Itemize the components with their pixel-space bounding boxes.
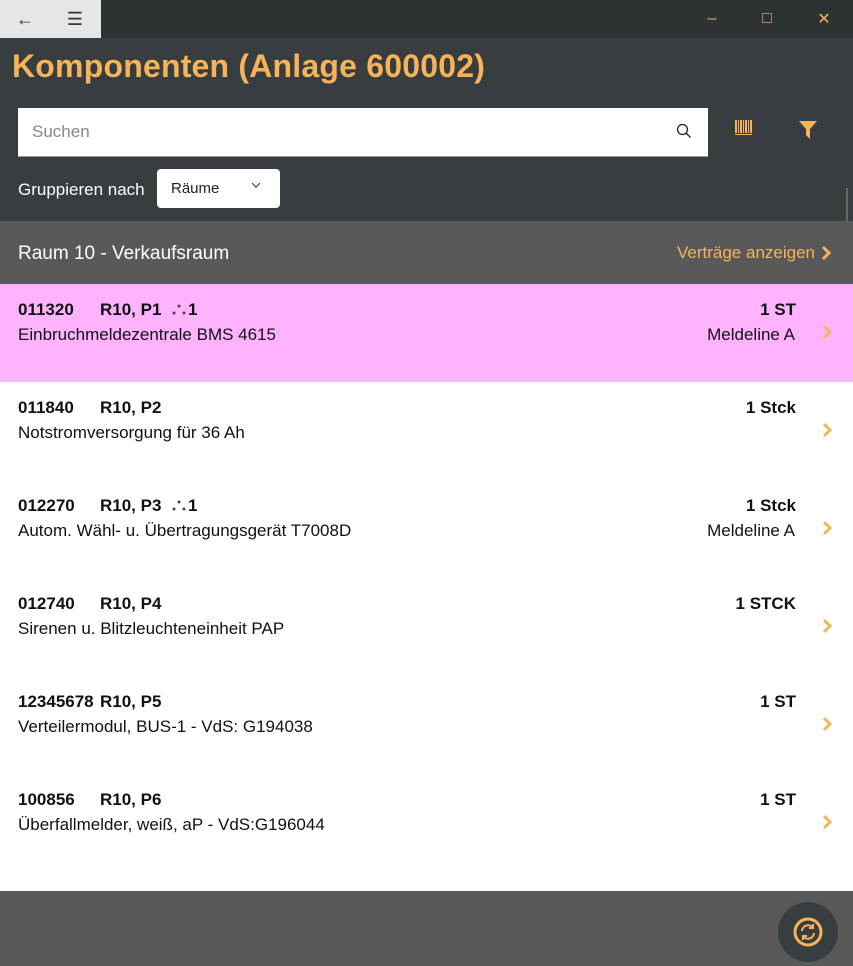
chevron-right-icon [821,245,831,261]
list-item[interactable]: 12345678 R10, P5 Verteilermodul, BUS-1 - V… [0,676,853,774]
show-contracts-label: Verträge anzeigen [677,243,815,262]
item-description: Sirenen u. Blitzleuchteneinheit PAP [18,619,285,638]
list-item[interactable]: 012740 R10, P4 Sirenen u. Blitzleuchtenein… [0,578,853,676]
list-item[interactable]: R10, P7 [0,872,853,891]
item-number: 012270 [18,496,75,515]
show-contracts-link[interactable]: Verträge anzeigen [677,243,831,263]
item-position: R10, P5 [100,692,162,711]
item-quantity: 1 ST [760,300,796,319]
list-item[interactable]: 012270 R10, P3 1 Autom. Wähl- u. Übertragun… [0,480,853,578]
item-number: 012740 [18,594,75,613]
chevron-down-icon [251,182,261,188]
group-title: Raum 10 - Verkaufsraum [18,243,230,264]
item-position: R10, P6 [100,790,162,809]
component-list: 011320 R10, P1 1 Einbruchmeldezentrale BMS … [0,284,853,891]
group-header: Raum 10 - Verkaufsraum Verträge anzeigen [0,221,853,284]
list-item[interactable]: 011320 R10, P1 1 Einbruchmeldezentrale BMS … [0,284,853,382]
item-description: Überfallmelder, weiß, aP - VdS:G196044 [18,815,325,834]
search-icon[interactable] [676,123,692,139]
barcode-icon[interactable] [735,120,752,136]
title-bar: ← ☰ – □ ✕ [0,0,853,38]
hamburger-icon: ☰ [66,8,84,29]
group-by-value: Räume [171,180,220,197]
item-position: R10, P7 [100,888,161,891]
item-number: 011320 [18,300,74,319]
search-box[interactable] [18,108,708,157]
item-description: Einbruchmeldezentrale BMS 4615 [18,325,276,344]
chevron-right-icon [822,324,833,340]
item-quantity: 1 Stck [745,496,796,515]
dots-icon [172,500,186,511]
item-line: Meldeline A [707,521,795,540]
sub-items-count: 1 [188,496,198,515]
item-number: 12345678 [18,692,94,711]
item-quantity: 1 STCK [735,594,796,613]
item-number: 100856 [18,790,75,809]
sub-items-indicator: 1 [165,496,197,516]
filter-icon[interactable] [798,120,818,140]
sync-button[interactable] [778,902,838,962]
item-quantity: 1 ST [760,790,796,809]
item-line: Meldeline A [707,325,795,344]
list-item[interactable]: 100856 R10, P6 Überfallmelder, weiß, aP - … [0,774,853,872]
minimize-button[interactable]: – [707,10,717,27]
maximize-button[interactable]: □ [762,10,772,27]
chevron-right-icon [822,814,833,830]
chevron-right-icon [822,520,833,536]
back-button[interactable]: ← [0,0,50,38]
header: Komponenten (Anlage 600002) Gruppieren n… [0,38,853,221]
item-position: R10, P1 [100,300,162,319]
page-title: Komponenten (Anlage 600002) [12,48,486,84]
sub-items-count: 1 [188,300,198,319]
item-position: R10, P3 [100,496,162,515]
chevron-right-icon [822,618,833,634]
item-position: R10, P4 [100,594,162,613]
item-description: Verteilermodul, BUS-1 - VdS: G194038 [18,717,313,736]
sync-icon [793,917,823,947]
item-description: Notstromversorgung für 36 Ah [18,423,245,442]
item-number: 011840 [18,398,74,417]
dots-icon [172,304,186,315]
search-input[interactable] [18,108,638,155]
bottom-bar [0,891,853,966]
sub-items-indicator: 1 [165,300,197,320]
item-quantity: 1 Stck [745,398,796,417]
arrow-left-icon: ← [16,8,34,29]
item-position: R10, P2 [100,398,162,417]
group-by-label: Gruppieren nach [18,180,145,199]
item-quantity: 1 ST [760,692,796,711]
list-item[interactable]: 011840 R10, P2 Notstromversorgung für 36 A… [0,382,853,480]
chevron-right-icon [822,716,833,732]
menu-button[interactable]: ☰ [50,0,100,38]
group-by-dropdown[interactable]: Räume [157,169,280,208]
chevron-right-icon [822,422,833,438]
item-description: Autom. Wähl- u. Übertragungsgerät T7008D [18,521,352,540]
close-button[interactable]: ✕ [817,11,831,28]
